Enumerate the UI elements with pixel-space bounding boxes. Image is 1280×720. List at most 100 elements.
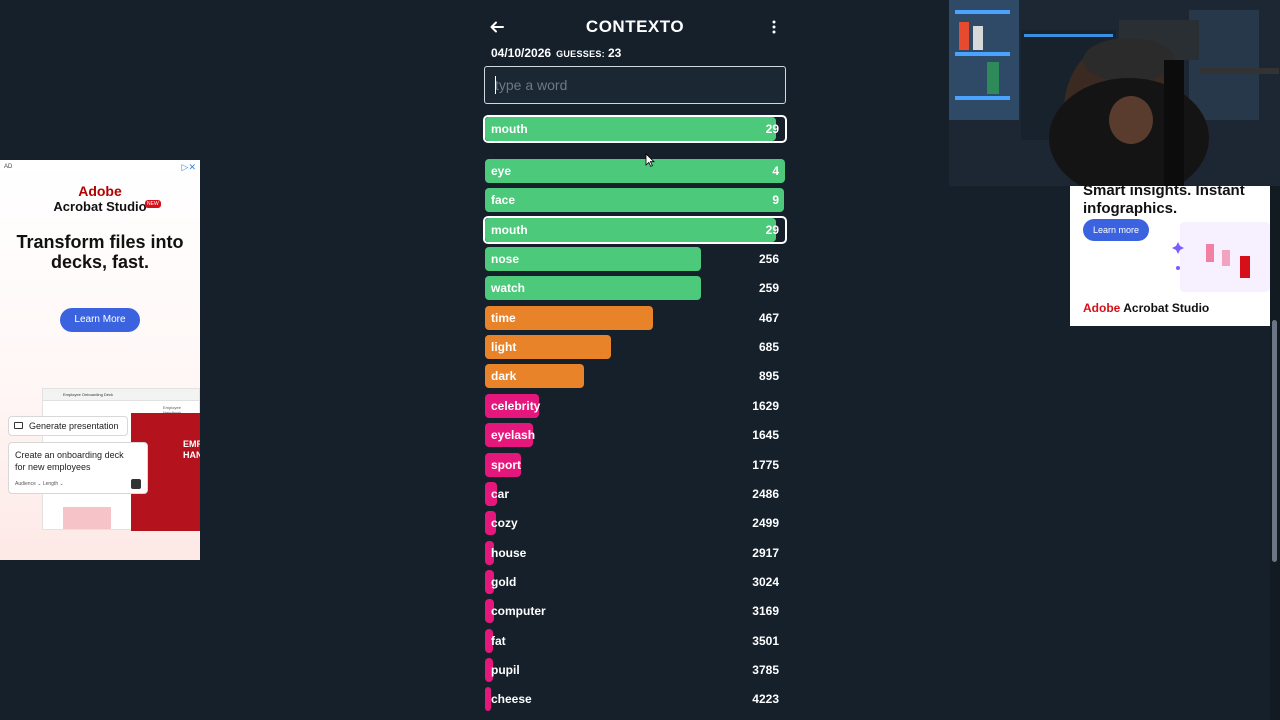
- guess-row-light[interactable]: light 685: [485, 335, 785, 359]
- guess-word: pupil: [491, 663, 520, 677]
- ad-tag: AD: [4, 164, 13, 170]
- ad-choices-icon[interactable]: ▷✕: [181, 162, 196, 172]
- similarity-bar: [485, 276, 701, 300]
- guess-word: mouth: [491, 122, 528, 136]
- guess-rank: 2917: [752, 546, 779, 560]
- ad-right-learn-more-button[interactable]: Learn more: [1083, 219, 1149, 241]
- guess-word: celebrity: [491, 399, 541, 413]
- guess-rank: 3169: [752, 604, 779, 618]
- guess-word: computer: [491, 604, 546, 618]
- guess-rank: 2499: [752, 516, 779, 530]
- similarity-bar: [485, 364, 584, 388]
- back-button[interactable]: [486, 16, 508, 38]
- ad-left[interactable]: AD ▷✕ Adobe Acrobat Studio NEW Transform…: [0, 160, 200, 560]
- ad-prompt-box: Create an onboarding deck for new employ…: [8, 442, 148, 494]
- guesses-label: GUESSES:: [556, 49, 605, 59]
- contexto-game: CONTEXTO 04/10/2026 GUESSES:23 mouth 29 eye…: [483, 0, 787, 720]
- ad-learn-more-button[interactable]: Learn More: [60, 308, 140, 332]
- arrow-left-icon: [490, 21, 504, 33]
- similarity-bar: [485, 541, 494, 565]
- guess-row-face[interactable]: face 9: [485, 188, 785, 212]
- similarity-bar: [485, 453, 521, 477]
- guess-word: gold: [491, 575, 517, 589]
- similarity-bar: [485, 247, 701, 271]
- guess-row-sport[interactable]: sport 1775: [485, 453, 785, 477]
- ad-right-brand: Adobe Acrobat Studio: [1083, 301, 1209, 315]
- similarity-bar: [485, 159, 785, 183]
- similarity-bar: [485, 482, 497, 506]
- similarity-bar: [485, 511, 496, 535]
- guess-word: eyelash: [491, 428, 536, 442]
- similarity-bar: [485, 188, 784, 212]
- guess-row-cheese[interactable]: cheese 4223: [485, 687, 785, 711]
- similarity-bar: [485, 687, 491, 711]
- similarity-bar: [485, 394, 539, 418]
- similarity-bar: [485, 570, 494, 594]
- text-caret: [495, 76, 496, 94]
- word-input[interactable]: [484, 66, 786, 104]
- guess-row-house[interactable]: house 2917: [485, 541, 785, 565]
- guess-word: face: [491, 193, 516, 207]
- presentation-icon: [14, 422, 23, 429]
- guess-rank: 29: [765, 223, 779, 237]
- menu-button[interactable]: [766, 16, 782, 38]
- similarity-bar: [485, 335, 611, 359]
- guess-rank: 4223: [752, 692, 779, 706]
- game-date: 04/10/2026: [491, 46, 552, 60]
- webcam-person-image: [949, 0, 1280, 186]
- guess-word: light: [491, 340, 517, 354]
- guess-word: house: [491, 546, 527, 560]
- guess-row-watch[interactable]: watch 259: [485, 276, 785, 300]
- guess-word: cozy: [491, 516, 518, 530]
- ad-right-brand-prefix: Adobe: [1083, 301, 1121, 315]
- guess-word: sport: [491, 458, 521, 472]
- ad-right-brand-rest: Acrobat Studio: [1120, 301, 1210, 315]
- more-vertical-icon: [772, 20, 776, 34]
- guess-rank: 3785: [752, 663, 779, 677]
- guess-rank: 685: [758, 340, 779, 354]
- guess-row-computer[interactable]: computer 3169: [485, 599, 785, 623]
- guess-row-mouth[interactable]: mouth 29: [483, 115, 787, 143]
- guess-word: fat: [491, 634, 506, 648]
- guess-rank: 29: [765, 122, 779, 136]
- ad-right[interactable]: Smart insights. Instant infographics. Le…: [1070, 186, 1270, 326]
- infographic-illustration: [1172, 222, 1270, 292]
- page-title: CONTEXTO: [585, 17, 685, 36]
- ad-right-headline: Smart insights. Instant infographics.: [1083, 186, 1245, 217]
- guess-row-eye[interactable]: eye 4: [485, 159, 785, 183]
- prompt-options: Audience ⌄ Length ⌄: [15, 481, 64, 487]
- similarity-bar: [485, 306, 653, 330]
- similarity-bar: [485, 658, 493, 682]
- guess-rank: 2486: [752, 487, 779, 501]
- guess-row-pupil[interactable]: pupil 3785: [485, 658, 785, 682]
- guess-row-celebrity[interactable]: celebrity 1629: [485, 394, 785, 418]
- guess-row-time[interactable]: time 467: [485, 306, 785, 330]
- guess-row-mouth[interactable]: mouth 29: [483, 216, 787, 244]
- guess-word: dark: [491, 369, 517, 383]
- similarity-bar: [485, 218, 776, 242]
- guess-row-eyelash[interactable]: eyelash 1645: [485, 423, 785, 447]
- guess-row-dark[interactable]: dark 895: [485, 364, 785, 388]
- guess-row-cozy[interactable]: cozy 2499: [485, 511, 785, 535]
- guess-rank: 3024: [752, 575, 779, 589]
- guess-rank: 259: [758, 281, 779, 295]
- doc-subtitle: Employee Handbook: [163, 405, 181, 415]
- scrollbar-thumb[interactable]: [1272, 320, 1277, 562]
- send-icon: [131, 479, 141, 489]
- guess-rank: 4: [772, 164, 779, 178]
- guess-row-car[interactable]: car 2486: [485, 482, 785, 506]
- generate-presentation-chip: Generate presentation: [8, 416, 128, 436]
- similarity-bar: [485, 423, 533, 447]
- guess-row-gold[interactable]: gold 3024: [485, 570, 785, 594]
- guess-row-fat[interactable]: fat 3501: [485, 629, 785, 653]
- guess-word: car: [491, 487, 510, 501]
- guess-word: time: [491, 311, 516, 325]
- guess-word: watch: [491, 281, 526, 295]
- top-bar: CONTEXTO: [484, 12, 786, 42]
- guess-rank: 895: [758, 369, 779, 383]
- guess-row-nose[interactable]: nose 256: [485, 247, 785, 271]
- guess-rank: 256: [758, 252, 779, 266]
- guess-word: mouth: [491, 223, 528, 237]
- guess-rank: 467: [758, 311, 779, 325]
- similarity-bar: [485, 117, 776, 141]
